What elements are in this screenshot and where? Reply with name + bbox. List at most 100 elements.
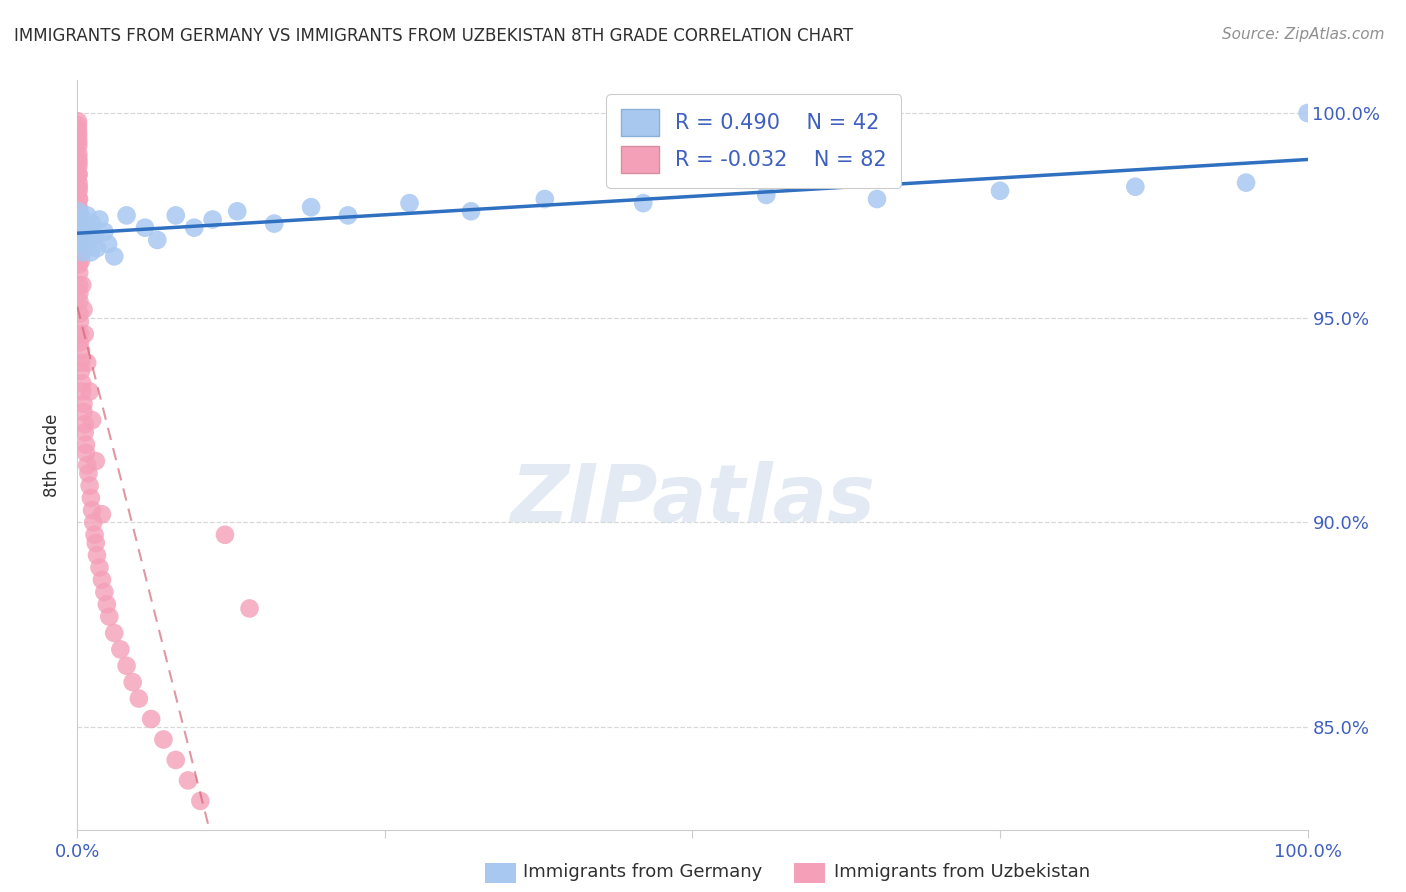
Point <box>75 237 97 252</box>
Point <box>90 508 114 522</box>
Point <box>67 176 90 190</box>
Point <box>66 114 89 128</box>
Point <box>76 208 98 222</box>
Point <box>80 491 103 505</box>
Point <box>69 315 91 329</box>
Point <box>72 397 94 411</box>
Point <box>460 204 482 219</box>
Point <box>755 188 778 202</box>
Point <box>69 327 91 342</box>
Point <box>69 220 91 235</box>
Point <box>67 151 90 165</box>
Point <box>67 147 90 161</box>
Point <box>128 691 150 706</box>
Point <box>67 192 90 206</box>
Point <box>299 200 322 214</box>
Text: IMMIGRANTS FROM GERMANY VS IMMIGRANTS FROM UZBEKISTAN 8TH GRADE CORRELATION CHAR: IMMIGRANTS FROM GERMANY VS IMMIGRANTS FR… <box>14 27 853 45</box>
Point <box>73 225 96 239</box>
Point <box>67 200 90 214</box>
Point <box>337 208 360 222</box>
Point <box>1234 176 1257 190</box>
Point <box>398 196 420 211</box>
Point <box>67 237 90 252</box>
Point <box>83 228 105 243</box>
Text: ZIPatlas: ZIPatlas <box>510 461 875 539</box>
Point <box>214 528 236 542</box>
Point <box>188 794 212 808</box>
Point <box>67 286 90 301</box>
Point <box>82 217 104 231</box>
Point <box>70 343 93 358</box>
Point <box>866 192 889 206</box>
Point <box>69 228 91 243</box>
Point <box>67 212 90 227</box>
Point <box>70 384 93 399</box>
Point <box>177 773 200 788</box>
Point <box>115 208 138 222</box>
Point <box>67 228 90 243</box>
Point <box>72 302 94 317</box>
Point <box>165 208 187 222</box>
Point <box>239 601 262 615</box>
Point <box>1296 106 1319 120</box>
Point <box>67 168 90 182</box>
Point <box>97 237 120 252</box>
Point <box>79 384 101 399</box>
Point <box>89 560 111 574</box>
Point <box>67 220 90 235</box>
Point <box>146 233 169 247</box>
Point <box>152 732 174 747</box>
Point <box>67 258 90 272</box>
Y-axis label: 8th Grade: 8th Grade <box>44 413 62 497</box>
Point <box>70 253 93 268</box>
Point <box>263 217 285 231</box>
Point <box>82 516 104 530</box>
Point <box>72 212 94 227</box>
Point <box>67 241 90 255</box>
Point <box>69 307 91 321</box>
Point <box>66 122 89 136</box>
Point <box>67 278 90 293</box>
Point <box>84 536 107 550</box>
Point <box>70 376 93 391</box>
Point <box>67 138 90 153</box>
Point <box>67 179 90 194</box>
Point <box>226 204 249 219</box>
Point <box>67 266 90 280</box>
Point <box>84 454 107 468</box>
Point <box>67 192 90 206</box>
Point <box>69 228 91 243</box>
Point <box>69 217 91 231</box>
Point <box>141 712 163 726</box>
Point <box>98 609 121 624</box>
Point <box>67 212 90 227</box>
Point <box>201 212 224 227</box>
Point <box>67 204 90 219</box>
Point <box>93 225 115 239</box>
Point <box>103 626 125 640</box>
Point <box>70 245 93 260</box>
Point <box>103 249 125 263</box>
Point <box>96 598 118 612</box>
Point <box>67 225 90 239</box>
Point <box>67 155 90 169</box>
Point <box>633 196 655 211</box>
Text: Immigrants from Germany: Immigrants from Germany <box>523 863 762 881</box>
Point <box>67 135 90 149</box>
Point <box>70 233 93 247</box>
Point <box>134 220 156 235</box>
Point <box>66 118 89 132</box>
Point <box>77 220 100 235</box>
Point <box>67 168 90 182</box>
Point <box>86 548 108 562</box>
Point <box>73 425 96 440</box>
Point <box>534 192 557 206</box>
Point <box>988 184 1011 198</box>
Point <box>73 327 96 342</box>
Point <box>69 335 91 350</box>
Point <box>70 356 93 370</box>
Point <box>90 573 114 587</box>
Point <box>1125 179 1147 194</box>
Point <box>89 212 111 227</box>
Point <box>76 458 98 472</box>
